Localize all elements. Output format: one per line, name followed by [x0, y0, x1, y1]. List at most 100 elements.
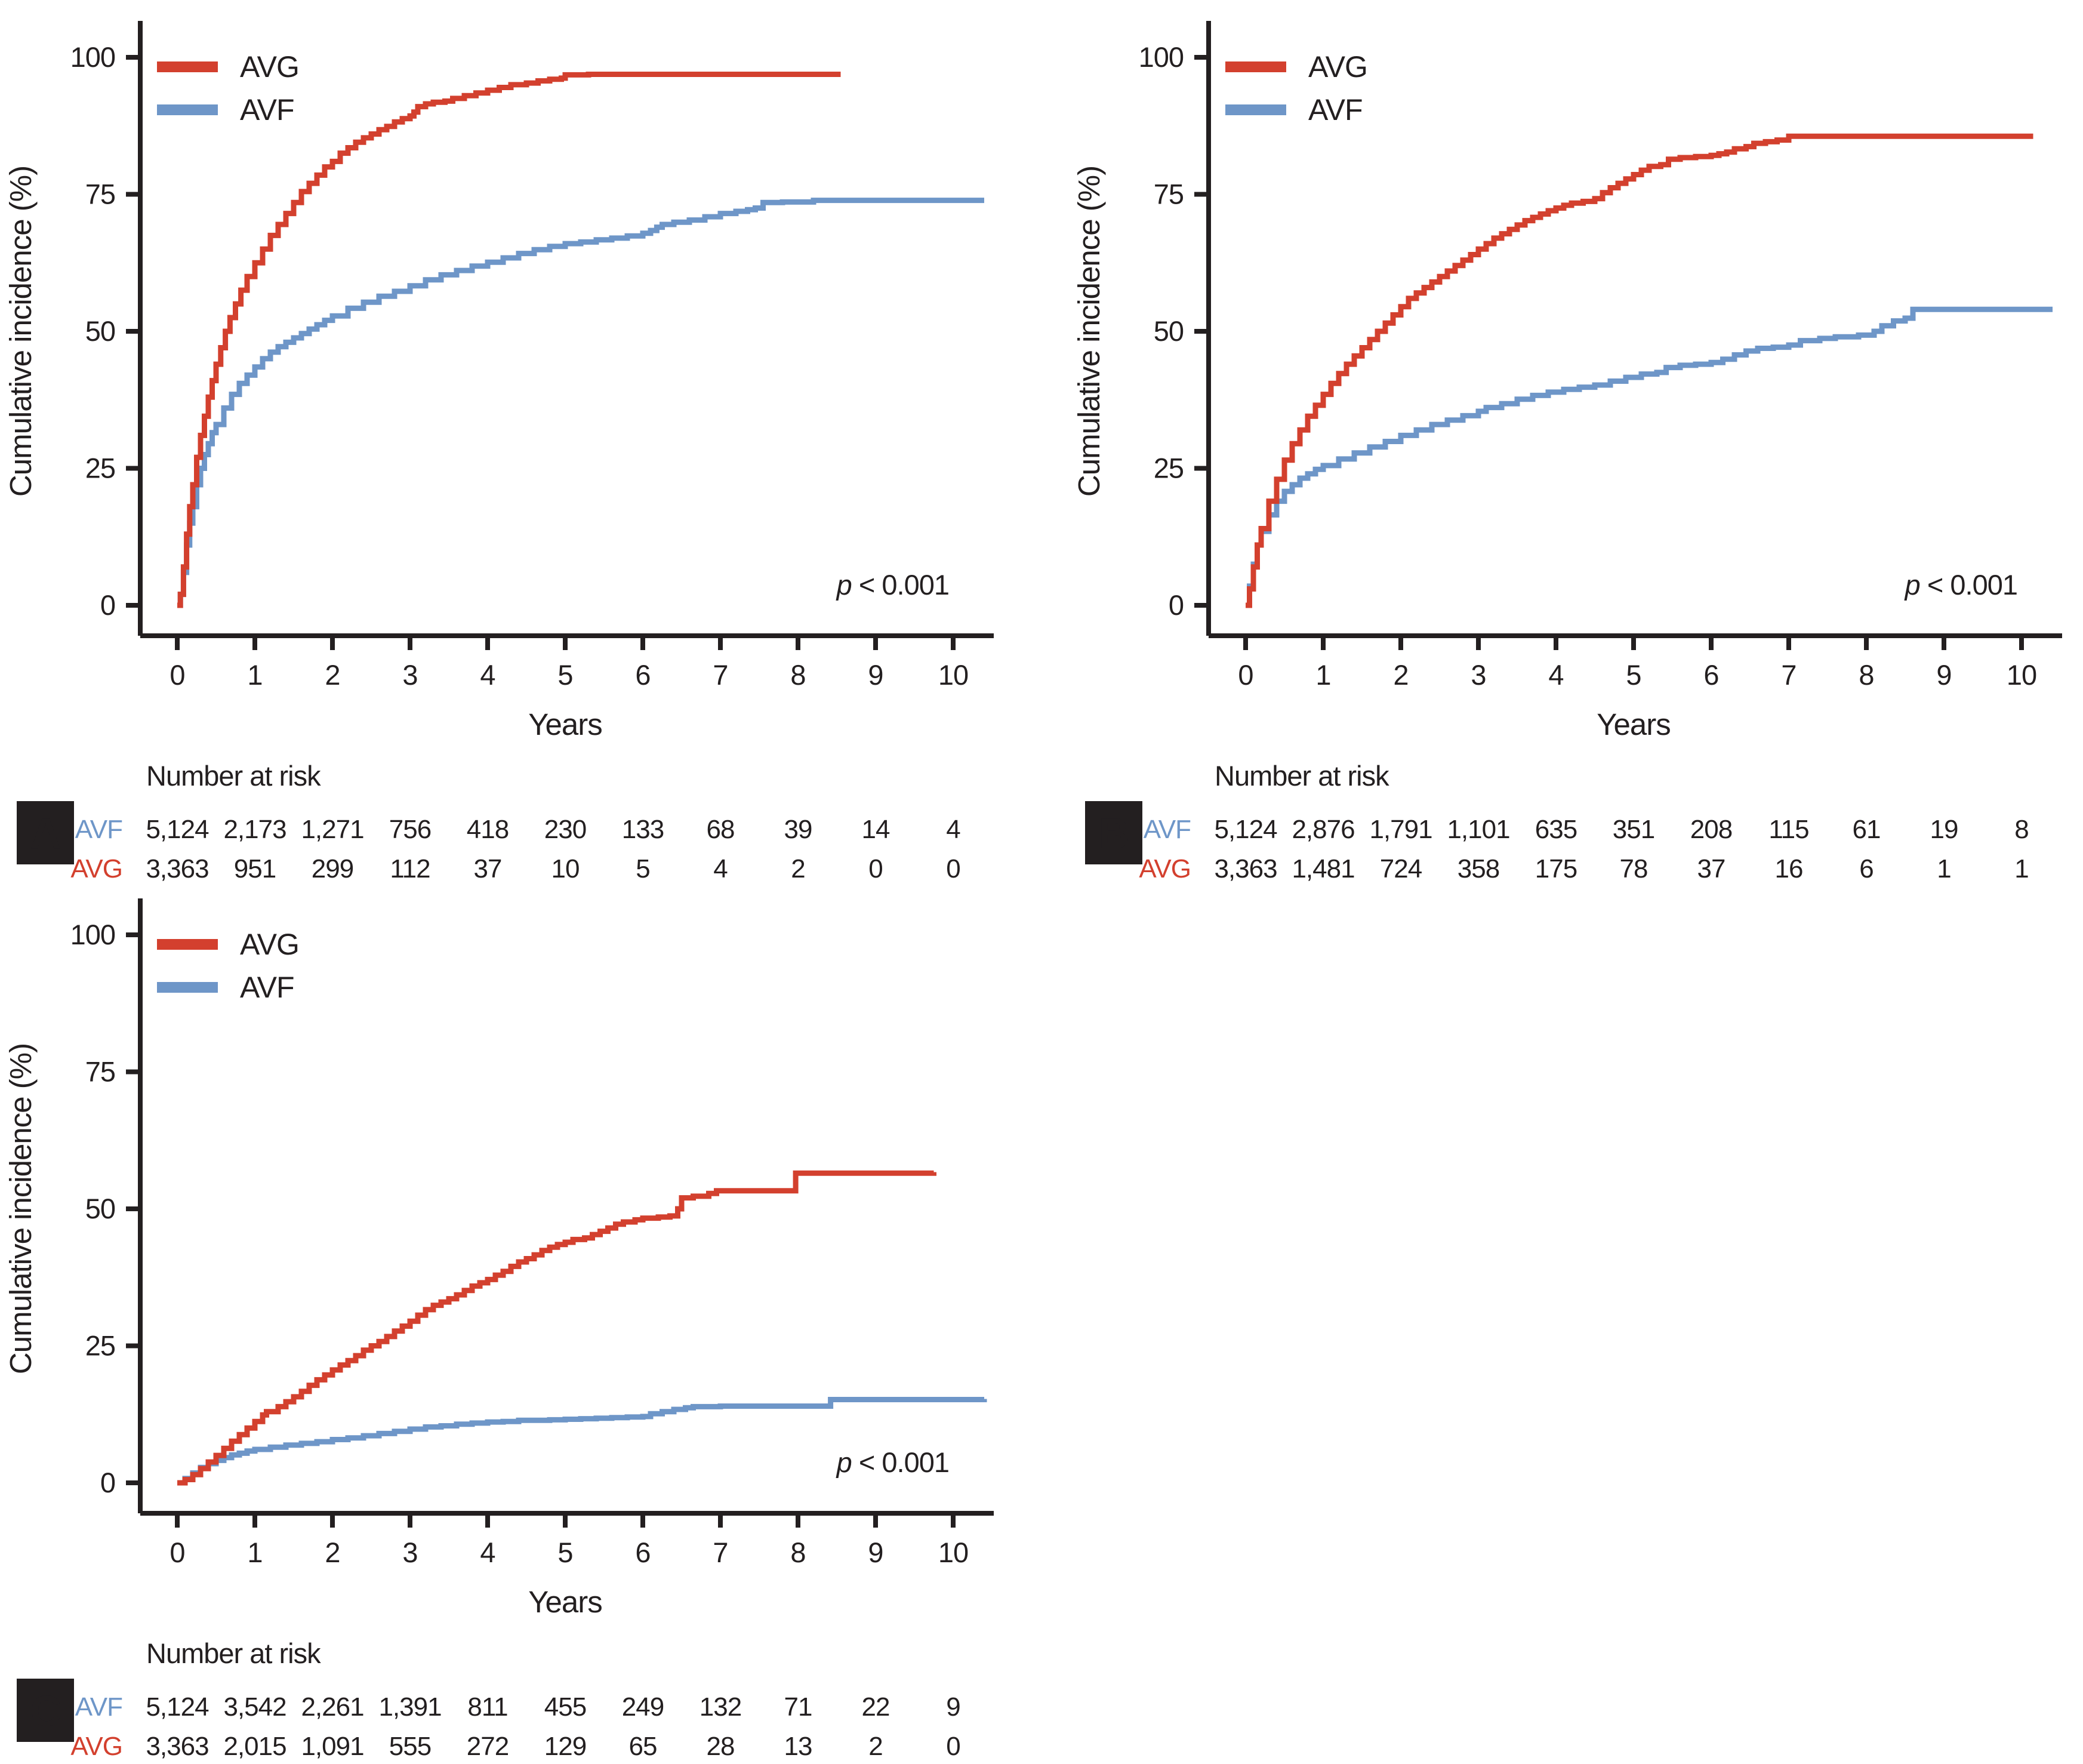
risk-cell: 133: [622, 815, 664, 844]
risk-cell: 71: [784, 1692, 812, 1722]
risk-cell: 2,173: [223, 815, 286, 844]
risk-cell: 5,124: [146, 815, 209, 844]
x-tick-label: 3: [402, 1537, 417, 1568]
risk-cell: 3,363: [146, 1732, 208, 1761]
x-tick-label: 10: [2007, 659, 2036, 691]
x-tick-label: 4: [480, 1537, 495, 1568]
risk-cell: 28: [707, 1732, 735, 1761]
risk-row-label-avf: AVF: [75, 1692, 122, 1722]
x-tick-label: 9: [1936, 659, 1951, 691]
x-tick-label: 0: [170, 1537, 184, 1568]
panel-label-letter: A: [30, 810, 61, 858]
risk-cell: 22: [862, 1692, 890, 1722]
y-tick-label: 75: [1154, 178, 1184, 210]
legend-swatch-avg: [157, 939, 218, 950]
legend-label-avg: AVG: [240, 928, 299, 961]
risk-cell: 0: [946, 1732, 960, 1761]
risk-cell: 2: [868, 1732, 882, 1761]
y-axis-title: Cumulative incidence (%): [4, 1043, 38, 1374]
risk-cell: 78: [1620, 854, 1648, 883]
risk-cell: 299: [312, 854, 353, 883]
avf-curve: [177, 198, 984, 608]
risk-cell: 4: [946, 815, 960, 844]
x-tick-label: 7: [713, 1537, 728, 1568]
y-tick-label: 0: [1169, 589, 1184, 621]
risk-cell: 39: [784, 815, 812, 844]
panel-label-badge: [17, 1679, 74, 1742]
risk-cell: 1,271: [301, 815, 363, 844]
legend-label-avf: AVF: [240, 971, 294, 1004]
risk-cell: 4: [713, 854, 728, 883]
risk-cell: 10: [551, 854, 580, 883]
x-tick-label: 0: [170, 659, 184, 691]
avg-curve: [177, 1170, 936, 1486]
legend-swatch-avg: [157, 61, 218, 72]
legend-label-avf: AVF: [240, 93, 294, 127]
risk-cell: 756: [389, 815, 431, 844]
risk-cell: 3,363: [146, 854, 208, 883]
y-tick-label: 0: [100, 1467, 115, 1498]
risk-cell: 249: [622, 1692, 664, 1722]
x-axis-title: Years: [1597, 707, 1671, 741]
legend-label-avg: AVG: [240, 50, 299, 84]
x-tick-label: 4: [1548, 659, 1563, 691]
risk-cell: 2,261: [301, 1692, 363, 1722]
y-tick-label: 25: [85, 452, 115, 484]
risk-cell: 5: [636, 854, 649, 883]
risk-row-label-avg: AVG: [70, 1732, 122, 1761]
risk-table-title: Number at risk: [146, 1637, 321, 1669]
x-tick-label: 3: [402, 659, 417, 691]
risk-cell: 555: [389, 1732, 431, 1761]
risk-cell: 13: [784, 1732, 812, 1761]
x-tick-label: 7: [1781, 659, 1796, 691]
risk-cell: 6: [1859, 854, 1873, 883]
panel-label-letter: C: [30, 1688, 61, 1735]
x-tick-label: 2: [325, 1537, 340, 1568]
y-tick-label: 75: [85, 178, 115, 210]
p-value-annotation: p < 0.001: [836, 569, 949, 601]
risk-row-label-avg: AVG: [1139, 854, 1191, 883]
legend-label-avg: AVG: [1308, 50, 1367, 84]
risk-cell: 8: [2014, 815, 2028, 844]
risk-cell: 37: [1697, 854, 1725, 883]
x-tick-label: 4: [480, 659, 495, 691]
risk-cell: 0: [946, 854, 960, 883]
y-tick-label: 100: [1139, 41, 1184, 73]
y-tick-label: 50: [85, 315, 115, 347]
risk-cell: 0: [868, 854, 882, 883]
risk-cell: 1: [1937, 854, 1950, 883]
risk-cell: 358: [1458, 854, 1499, 883]
x-tick-label: 5: [1626, 659, 1641, 691]
y-tick-label: 75: [85, 1056, 115, 1088]
risk-cell: 455: [544, 1692, 586, 1722]
y-axis-title: Cumulative incidence (%): [1072, 166, 1106, 497]
risk-cell: 3,363: [1214, 854, 1277, 883]
y-tick-label: 100: [70, 919, 115, 950]
x-tick-label: 8: [1859, 659, 1874, 691]
x-tick-label: 5: [557, 659, 572, 691]
risk-cell: 3,542: [223, 1692, 286, 1722]
x-tick-label: 5: [557, 1537, 572, 1568]
risk-cell: 1,101: [1447, 815, 1509, 844]
panel-label-badge: [17, 801, 74, 864]
risk-cell: 1,091: [301, 1732, 363, 1761]
panel-label-letter: B: [1099, 810, 1129, 858]
y-tick-label: 25: [1154, 452, 1184, 484]
x-axis-title: Years: [528, 707, 602, 741]
risk-cell: 351: [1613, 815, 1654, 844]
x-tick-label: 10: [938, 1537, 968, 1568]
x-axis-title: Years: [528, 1585, 602, 1619]
risk-cell: 951: [234, 854, 276, 883]
risk-cell: 2,015: [223, 1732, 286, 1761]
x-tick-label: 10: [938, 659, 968, 691]
risk-cell: 14: [862, 815, 890, 844]
risk-cell: 208: [1690, 815, 1732, 844]
risk-cell: 1,791: [1369, 815, 1432, 844]
risk-cell: 61: [1853, 815, 1881, 844]
legend-label-avf: AVF: [1308, 93, 1363, 127]
risk-cell: 724: [1380, 854, 1422, 883]
x-tick-label: 8: [790, 659, 805, 691]
risk-cell: 1,391: [378, 1692, 441, 1722]
risk-cell: 37: [474, 854, 502, 883]
